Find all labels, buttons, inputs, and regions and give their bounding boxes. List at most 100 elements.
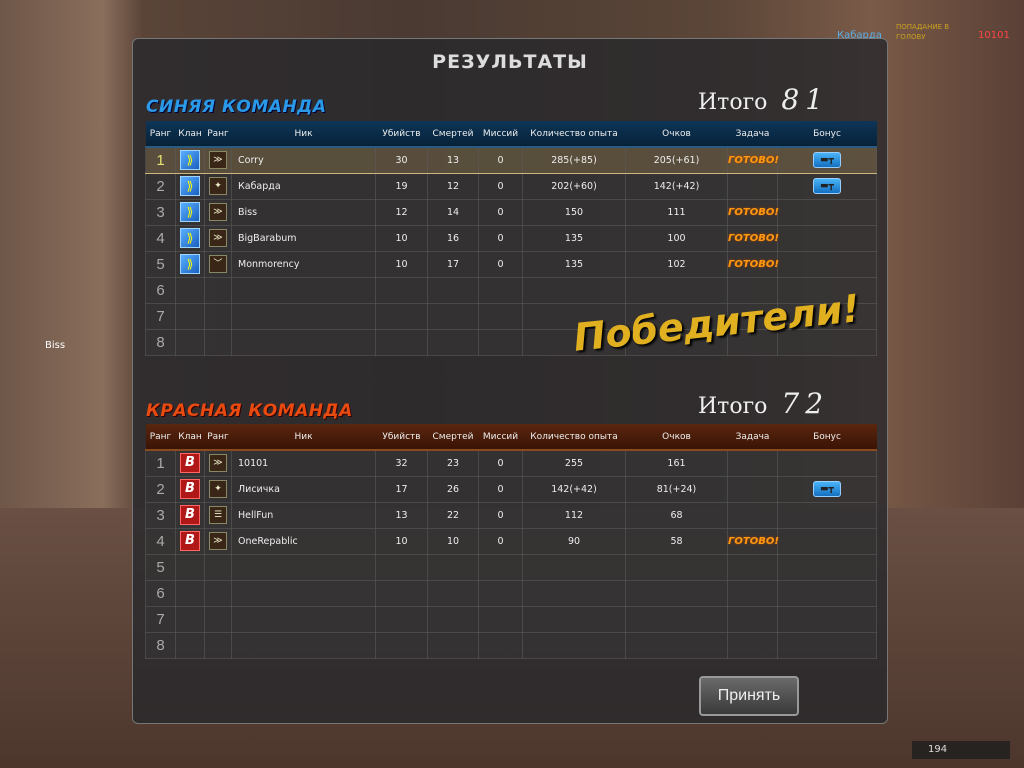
deaths: 16 bbox=[427, 224, 479, 252]
rank-icon: ≫ bbox=[209, 151, 227, 170]
rank-icon: ﹀ bbox=[209, 255, 227, 273]
deaths bbox=[427, 302, 479, 330]
kills: 17 bbox=[375, 475, 428, 503]
exp: 112 bbox=[522, 501, 626, 529]
column-header: Очков bbox=[625, 121, 728, 148]
exp: 202(+60) bbox=[522, 172, 626, 200]
results-panel: РЕЗУЛЬТАТЫ СИНЯЯ КОМАНДА Итого 81 Ранг Кла… bbox=[132, 38, 888, 724]
player-nick: Monmorency bbox=[231, 250, 376, 278]
red-team-name: КРАСНАЯ КОМАНДА bbox=[146, 401, 353, 421]
score: 81(+24) bbox=[625, 475, 728, 503]
exp: 90 bbox=[522, 527, 626, 555]
column-header: Задача bbox=[727, 121, 778, 148]
rank-icon: ≫ bbox=[209, 229, 227, 247]
player-row[interactable]: 8 bbox=[145, 631, 877, 659]
bonus-weapon-icon[interactable]: ▬┳ bbox=[813, 481, 841, 497]
kills bbox=[375, 605, 428, 633]
player-row[interactable]: 8 bbox=[145, 328, 877, 356]
player-row[interactable]: 4 ⟫ ≫ BigBarabum 10 16 0 135 100 ГОТОВО! bbox=[145, 224, 877, 252]
deaths: 10 bbox=[427, 527, 479, 555]
player-row[interactable]: 6 bbox=[145, 579, 877, 607]
missions bbox=[478, 553, 523, 581]
clan-icon: ⟫ bbox=[180, 150, 200, 171]
player-row[interactable]: 5 bbox=[145, 553, 877, 581]
player-nick: OneRepablic bbox=[231, 527, 376, 555]
table-header: Ранг Клан Ранг Ник Убийств Смертей Миссий Колич… bbox=[145, 424, 877, 451]
player-row[interactable]: 3 ⟫ ≫ Biss 12 14 0 150 111 ГОТОВО! bbox=[145, 198, 877, 226]
exp bbox=[522, 328, 626, 356]
task-done-badge: ГОТОВО! bbox=[728, 232, 779, 244]
score bbox=[625, 553, 728, 581]
missions: 0 bbox=[478, 146, 523, 174]
player-nick bbox=[231, 553, 376, 581]
missions bbox=[478, 631, 523, 659]
player-row[interactable]: 7 bbox=[145, 302, 877, 330]
column-header: Ник bbox=[231, 424, 376, 451]
player-nick bbox=[231, 579, 376, 607]
player-row[interactable]: 2 B ✦ Лисичка 17 26 0 142(+42) 81(+24) ▬┳ bbox=[145, 475, 877, 503]
missions bbox=[478, 276, 523, 304]
column-header: Миссий bbox=[478, 424, 523, 451]
player-row[interactable]: 3 B ☰ HellFun 13 22 0 112 68 bbox=[145, 501, 877, 529]
score: 161 bbox=[625, 449, 728, 477]
player-row[interactable]: 1 ⟫ ≫ Corry 30 13 0 285(+85) 205(+61) ГОТОВО! ▬┳ bbox=[145, 146, 877, 174]
score bbox=[625, 605, 728, 633]
column-header: Количество опыта bbox=[522, 424, 626, 451]
accept-button[interactable]: Принять bbox=[699, 676, 799, 716]
score bbox=[625, 579, 728, 607]
place: 8 bbox=[145, 631, 176, 659]
task-done-badge: ГОТОВО! bbox=[728, 535, 779, 547]
column-header: Бонус bbox=[777, 121, 877, 148]
exp bbox=[522, 605, 626, 633]
column-header: Задача bbox=[727, 424, 778, 451]
bonus-weapon-icon[interactable]: ▬┳ bbox=[813, 152, 841, 169]
missions: 0 bbox=[478, 449, 523, 477]
exp bbox=[522, 631, 626, 659]
score: 205(+61) bbox=[625, 146, 728, 174]
place: 3 bbox=[145, 501, 176, 529]
table-header: Ранг Клан Ранг Ник Убийств Смертей Миссий Колич… bbox=[145, 121, 877, 148]
player-row[interactable]: 6 bbox=[145, 276, 877, 304]
task-done-badge: ГОТОВО! bbox=[728, 258, 779, 270]
player-row[interactable]: 7 bbox=[145, 605, 877, 633]
task-done-badge: ГОТОВО! bbox=[728, 206, 779, 218]
clan-icon: B bbox=[180, 531, 200, 551]
task-done-badge: ГОТОВО! bbox=[728, 154, 779, 166]
exp: 135 bbox=[522, 250, 626, 278]
player-nick bbox=[231, 302, 376, 330]
killfeed-killer: Кабарда bbox=[837, 30, 882, 41]
column-header: Ник bbox=[231, 121, 376, 148]
missions: 0 bbox=[478, 224, 523, 252]
missions bbox=[478, 605, 523, 633]
place: 2 bbox=[145, 475, 176, 503]
missions bbox=[478, 328, 523, 356]
score: 68 bbox=[625, 501, 728, 529]
kills: 32 bbox=[375, 449, 428, 477]
place: 6 bbox=[145, 579, 176, 607]
player-nick bbox=[231, 276, 376, 304]
total-value: 72 bbox=[781, 387, 830, 420]
deaths bbox=[427, 605, 479, 633]
missions: 0 bbox=[478, 501, 523, 529]
player-row[interactable]: 5 ⟫ ﹀ Monmorency 10 17 0 135 102 ГОТОВО! bbox=[145, 250, 877, 278]
score bbox=[625, 276, 728, 304]
clan-icon: ⟫ bbox=[180, 228, 200, 248]
deaths: 12 bbox=[427, 172, 479, 200]
kills: 10 bbox=[375, 224, 428, 252]
score bbox=[625, 328, 728, 356]
deaths: 23 bbox=[427, 449, 479, 477]
score: 111 bbox=[625, 198, 728, 226]
exp: 150 bbox=[522, 198, 626, 226]
column-header: Ранг bbox=[145, 424, 176, 451]
headshot-icon: ПОПАДАНИЕ В ГОЛОВУ bbox=[896, 23, 950, 41]
player-row[interactable]: 4 B ≫ OneRepablic 10 10 0 90 58 ГОТОВО! bbox=[145, 527, 877, 555]
deaths: 14 bbox=[427, 198, 479, 226]
player-nametag: Biss bbox=[45, 340, 66, 351]
player-nick bbox=[231, 328, 376, 356]
player-nick: BigBarabum bbox=[231, 224, 376, 252]
column-header: Убийств bbox=[375, 121, 428, 148]
player-row[interactable]: 1 B ≫ 10101 32 23 0 255 161 bbox=[145, 449, 877, 477]
bonus-weapon-icon[interactable]: ▬┳ bbox=[813, 178, 841, 194]
player-row[interactable]: 2 ⟫ ✦ Кабарда 19 12 0 202(+60) 142(+42) ▬┳ bbox=[145, 172, 877, 200]
column-header: Ранг bbox=[145, 121, 176, 148]
